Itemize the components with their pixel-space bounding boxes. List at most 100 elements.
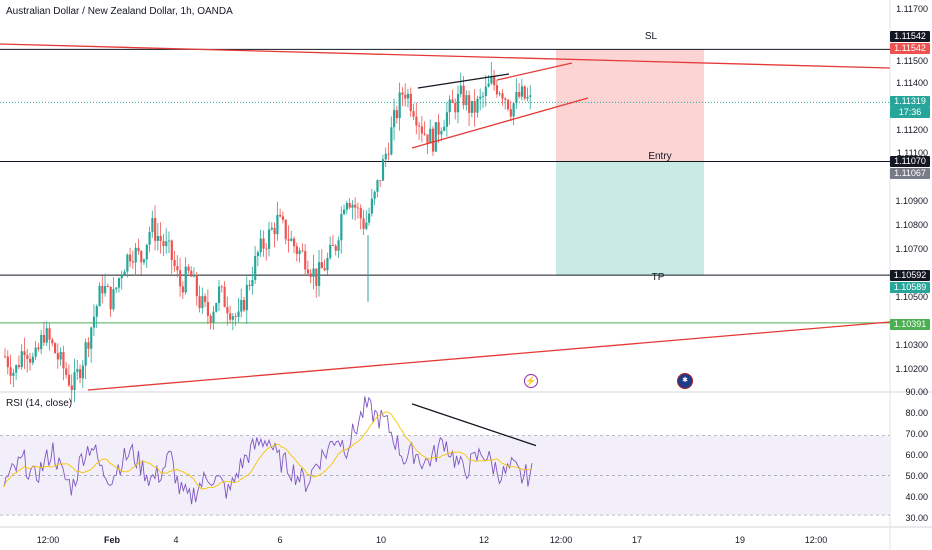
candle-body <box>165 241 168 247</box>
candle-body <box>320 262 323 269</box>
candle-body <box>443 126 446 131</box>
candle-body <box>276 214 279 235</box>
take-profit-label: TP <box>651 272 665 283</box>
symbol-title: Australian Dollar / New Zealand Dollar, … <box>6 6 233 17</box>
candle-body <box>240 299 243 312</box>
candle-body <box>295 246 298 254</box>
candle-body <box>415 116 418 126</box>
candle-body <box>84 342 87 366</box>
candle-body <box>126 254 129 272</box>
candle-body <box>190 270 193 277</box>
price-axis-tick: 1.10200 <box>895 364 928 374</box>
candle-body <box>20 351 23 368</box>
candle-body <box>470 100 474 113</box>
candle-body <box>101 285 104 294</box>
candle-body <box>376 180 379 192</box>
candle-body <box>4 356 7 358</box>
candle-body <box>206 302 210 316</box>
candle-body <box>192 274 196 277</box>
candle-body <box>179 270 182 287</box>
candle-body <box>209 315 212 323</box>
candle-body <box>81 365 84 379</box>
candle-body <box>181 286 185 293</box>
candle-body <box>518 92 521 97</box>
candle-body <box>217 286 221 304</box>
candle-body <box>115 287 118 290</box>
candle-body <box>120 274 123 279</box>
candle-body <box>329 244 332 258</box>
candle-body <box>237 311 240 317</box>
candle-body <box>348 202 351 208</box>
candle-body <box>359 208 362 219</box>
candle-body <box>493 76 496 86</box>
candle-body <box>395 110 399 119</box>
candle-body <box>134 247 137 263</box>
rsi-axis-tick: 40.00 <box>905 492 928 502</box>
candle-body <box>56 353 59 360</box>
candle-body <box>226 306 229 314</box>
candle-body <box>451 99 454 103</box>
stop-loss-label: SL <box>644 31 658 42</box>
candle-body <box>262 238 265 249</box>
candle-body <box>362 218 365 229</box>
candle-body <box>231 316 235 320</box>
candle-body <box>318 262 321 286</box>
sl-box-price-tag: 1.11542 <box>890 43 930 54</box>
candle-body <box>159 235 162 241</box>
candle-body <box>142 259 146 263</box>
candle-body <box>112 289 115 310</box>
upper-resistance-trendline <box>0 43 891 69</box>
candle-body <box>223 286 226 307</box>
candle-body <box>448 99 451 113</box>
rsi-indicator-title[interactable]: RSI (14, close) <box>6 398 73 409</box>
candle-body <box>167 240 171 242</box>
candle-body <box>284 219 287 240</box>
candle-body <box>384 153 387 160</box>
candle-body <box>420 126 424 134</box>
candle-body <box>431 128 435 152</box>
tp-line-price-tag: 1.10592 <box>890 270 930 281</box>
candle-body <box>198 296 201 309</box>
candle-body <box>495 85 499 95</box>
candle-body <box>104 286 107 294</box>
time-axis-tick: 12:00 <box>549 535 573 545</box>
candle-body <box>204 296 207 303</box>
candle-body <box>62 351 65 369</box>
candle-body <box>481 95 485 97</box>
candle-body <box>131 261 135 263</box>
rsi-axis-tick: 90.00 <box>905 387 928 397</box>
candle-body <box>234 316 237 318</box>
support-price-tag: 1.10391 <box>890 319 930 330</box>
candle-body <box>309 273 312 277</box>
lightning-icon[interactable]: ⚡ <box>524 374 538 388</box>
candle-body <box>45 328 48 343</box>
australia-flag-icon[interactable]: ✱ <box>677 373 693 389</box>
candle-body <box>373 191 376 199</box>
candle-body <box>212 311 215 323</box>
time-axis-tick: Feb <box>103 535 121 545</box>
candle-body <box>9 367 12 376</box>
candle-body <box>31 356 34 363</box>
candle-body <box>304 251 307 270</box>
rsi-moving-average <box>3 411 533 490</box>
candle-body <box>220 286 223 288</box>
candle-body <box>381 159 385 181</box>
candle-body <box>426 134 429 144</box>
candle-body <box>306 269 310 274</box>
entry-line-price-tag: 1.11070 <box>890 156 930 167</box>
trendlines[interactable] <box>0 43 891 391</box>
candle-body <box>365 222 368 229</box>
candle-body <box>298 250 301 254</box>
candle-body <box>393 110 396 128</box>
candle-body <box>248 284 251 286</box>
candle-body <box>515 92 518 104</box>
candle-body <box>456 93 460 113</box>
candle-body <box>529 95 532 97</box>
candle-body <box>370 198 373 214</box>
time-axis-tick: 12 <box>478 535 490 545</box>
candle-body <box>429 128 432 144</box>
candle-body <box>423 133 426 135</box>
candle-body <box>201 296 204 309</box>
candle-body <box>301 250 304 252</box>
